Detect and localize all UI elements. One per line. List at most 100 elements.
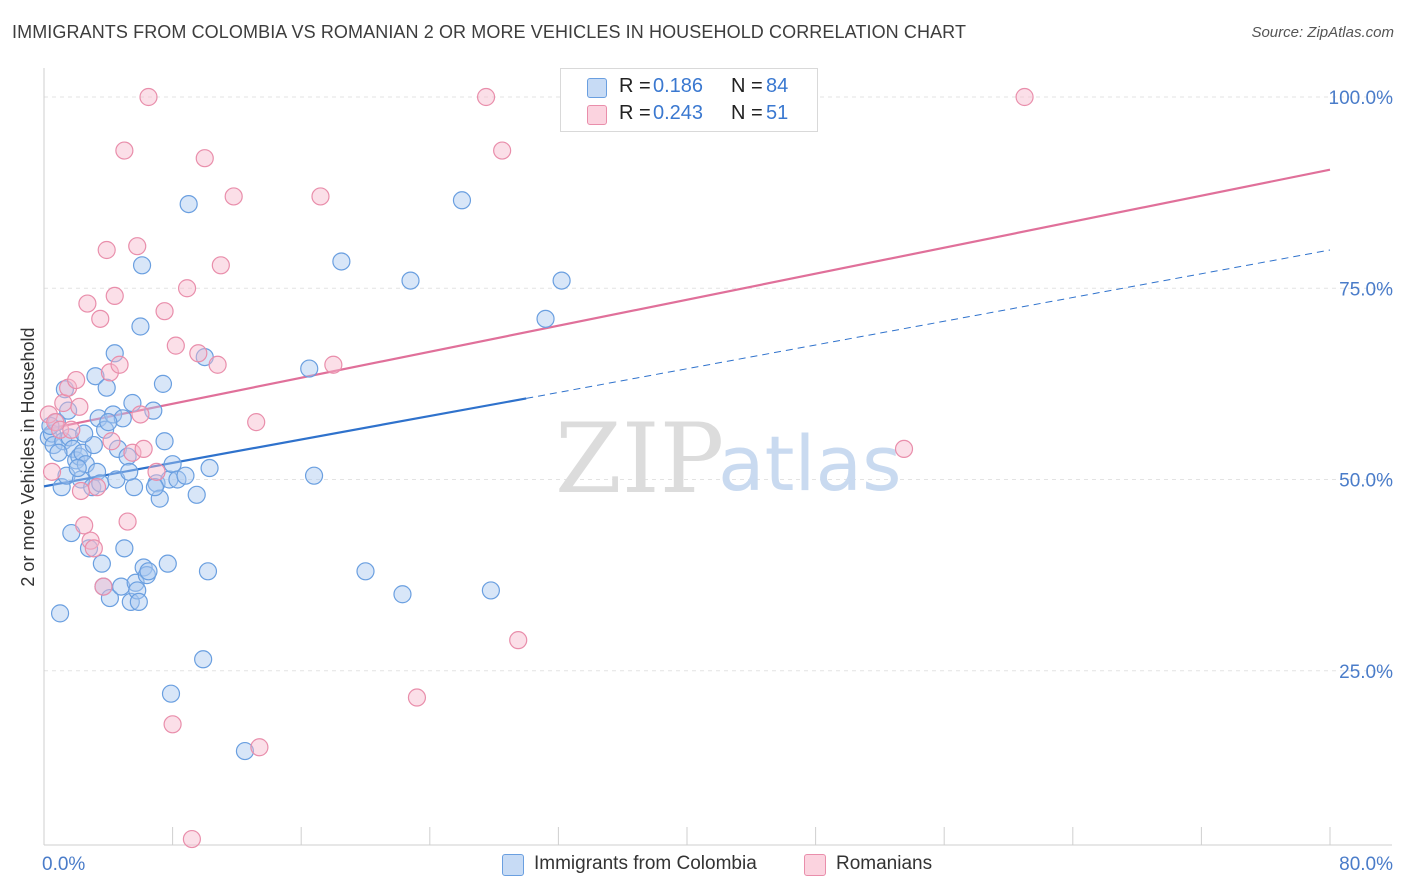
data-point — [182, 829, 201, 849]
trend-line — [43, 397, 527, 488]
data-point — [894, 439, 914, 458]
data-point — [87, 478, 107, 497]
data-point — [92, 554, 111, 573]
data-point — [493, 141, 512, 160]
data-point — [476, 87, 496, 107]
data-point — [324, 355, 343, 374]
data-point — [195, 149, 214, 168]
data-point — [187, 485, 206, 504]
data-point — [224, 187, 243, 206]
data-point — [110, 355, 129, 374]
data-point — [102, 432, 121, 451]
legend-n-value: 84 — [766, 75, 789, 97]
trend-line — [43, 168, 1331, 431]
data-point — [128, 581, 147, 600]
axes — [43, 68, 1392, 846]
data-point — [67, 370, 86, 390]
data-point — [235, 741, 255, 761]
data-point — [91, 309, 110, 328]
data-point — [139, 562, 158, 581]
data-point — [60, 428, 79, 447]
data-point — [70, 397, 89, 416]
legend-label-colombia: Immigrants from Colombia — [534, 853, 757, 874]
data-point — [49, 443, 68, 462]
data-point — [139, 87, 158, 107]
legend-swatch-romanians — [587, 105, 607, 125]
legend-swatch-colombia — [587, 78, 607, 98]
data-point — [300, 359, 319, 378]
legend-n-value: 51 — [766, 102, 789, 124]
data-point — [552, 271, 571, 290]
data-point — [163, 715, 182, 734]
data-point — [247, 413, 266, 432]
data-point — [62, 420, 81, 439]
y-axis-label: 2 or more Vehicles in Household — [18, 327, 38, 586]
data-point — [89, 409, 108, 428]
data-point — [393, 585, 412, 604]
trend-lines — [43, 168, 1331, 488]
data-point — [78, 294, 97, 313]
data-point — [250, 738, 269, 757]
legend-n-label: N = — [731, 75, 763, 97]
grid-lines — [44, 96, 1392, 672]
data-point — [79, 539, 99, 558]
data-point — [177, 279, 197, 298]
y-tick-label: 50.0% — [1339, 471, 1393, 492]
data-point — [145, 478, 165, 497]
data-point — [50, 604, 70, 623]
data-point — [134, 439, 153, 458]
data-point — [115, 539, 134, 558]
data-point — [100, 588, 120, 608]
data-point — [94, 577, 113, 596]
data-point — [304, 466, 324, 485]
y-tick-label: 25.0% — [1339, 662, 1393, 683]
data-point — [198, 562, 218, 581]
data-point — [97, 378, 116, 397]
data-point — [52, 478, 71, 497]
data-point — [179, 195, 198, 214]
correlation-legend: R = 0.186 N = 84 R = 0.243 N = 51 — [560, 68, 818, 132]
data-point — [452, 191, 472, 210]
data-point — [120, 462, 139, 481]
data-point — [332, 252, 351, 271]
legend-label-romanians: Romanians — [836, 853, 933, 874]
legend-row-romanians: R = 0.243 N = 51 — [561, 100, 817, 128]
chart-source: Source: ZipAtlas.com — [1251, 24, 1394, 41]
data-point — [132, 256, 152, 275]
data-point — [401, 271, 420, 290]
data-point — [86, 367, 105, 386]
x-tick-label: 80.0% — [1339, 854, 1393, 875]
watermark: ZIP atlas — [555, 403, 902, 515]
data-point — [105, 286, 124, 305]
data-point — [131, 405, 150, 424]
data-point — [536, 309, 555, 328]
data-point — [150, 489, 169, 508]
data-point — [124, 478, 144, 497]
legend-r-label: R = — [619, 75, 651, 97]
data-point — [1015, 87, 1034, 107]
data-point — [158, 554, 177, 573]
chart-title: IMMIGRANTS FROM COLOMBIA VS ROMANIAN 2 O… — [12, 22, 967, 42]
watermark-zip: ZIP — [555, 403, 724, 515]
data-point — [97, 240, 116, 260]
data-point — [194, 650, 213, 669]
data-point — [68, 458, 87, 478]
data-point — [189, 344, 208, 363]
data-point — [115, 141, 134, 160]
data-point — [509, 631, 528, 650]
data-point — [75, 516, 94, 535]
legend-swatch-romanians — [804, 854, 826, 876]
data-point — [123, 443, 142, 462]
data-point — [71, 481, 91, 501]
data-point — [166, 336, 185, 355]
data-point — [208, 355, 227, 374]
legend-r-value: 0.243 — [653, 102, 704, 124]
legend-n-label: N = — [731, 102, 763, 124]
x-tick-label: 0.0% — [42, 854, 85, 875]
data-point — [128, 237, 147, 256]
data-point — [161, 684, 181, 703]
legend-r-label: R = — [619, 102, 651, 124]
data-point — [356, 562, 375, 581]
data-point — [200, 458, 219, 478]
